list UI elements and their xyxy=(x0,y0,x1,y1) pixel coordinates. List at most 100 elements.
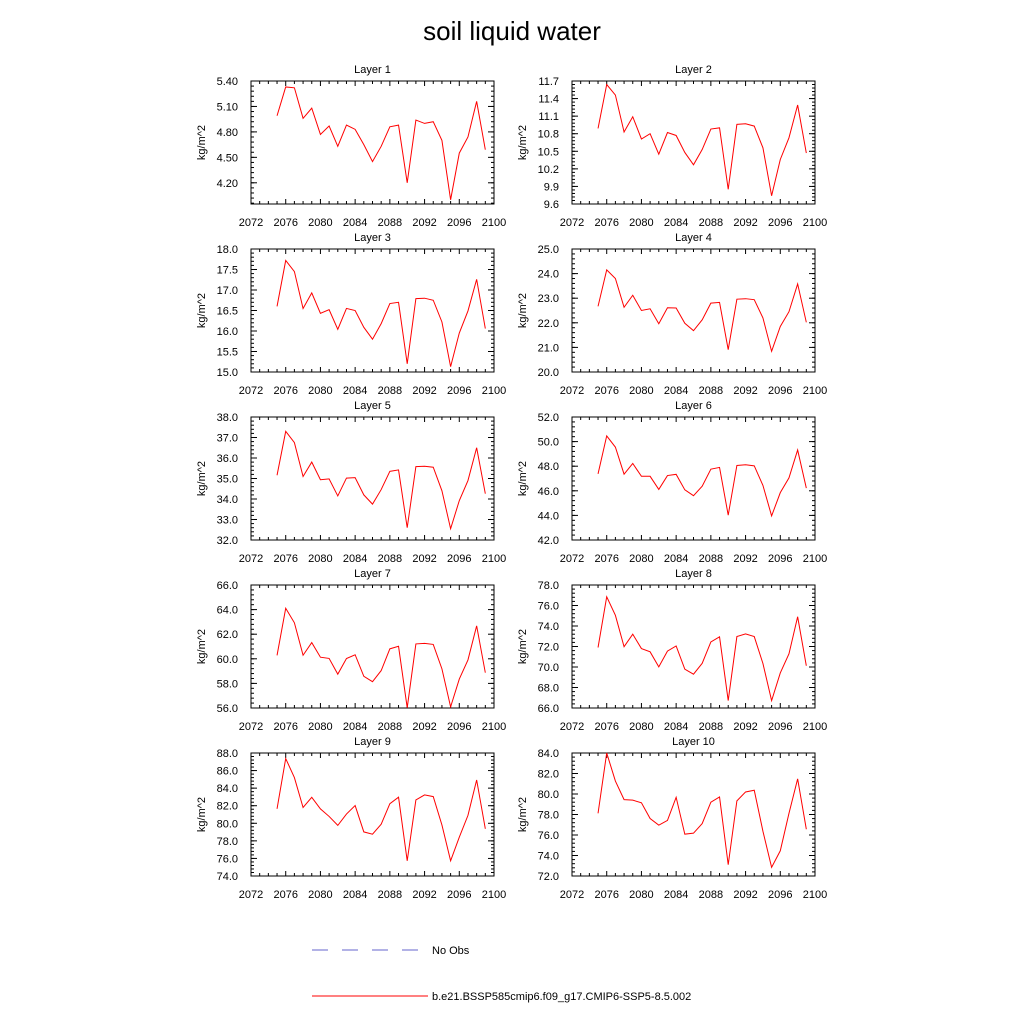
legend-model-label: b.e21.BSSP585cmip6.f09_g17.CMIP6-SSP5-8.… xyxy=(432,991,691,1003)
y-tick-label: 70.0 xyxy=(538,662,559,674)
panel-title: Layer 3 xyxy=(354,232,391,244)
x-tick-label: 2072 xyxy=(560,721,584,733)
panel-title: Layer 1 xyxy=(354,64,391,76)
y-tick-label: 62.0 xyxy=(217,629,238,641)
plot-frame xyxy=(571,752,816,877)
x-tick-label: 2080 xyxy=(629,889,653,901)
x-tick-label: 2084 xyxy=(343,889,367,901)
panel-title: Layer 10 xyxy=(672,736,715,748)
plot-frame xyxy=(250,80,495,205)
x-tick-label: 2100 xyxy=(482,889,506,901)
model-series-line xyxy=(597,595,807,703)
y-tick-label: 80.0 xyxy=(538,789,559,801)
y-tick-label: 38.0 xyxy=(217,412,238,424)
x-tick-label: 2080 xyxy=(308,217,332,229)
x-tick-label: 2076 xyxy=(594,217,618,229)
x-tick-label: 2084 xyxy=(343,217,367,229)
y-axis-label: kg/m^2 xyxy=(196,797,208,832)
y-tick-label: 25.0 xyxy=(538,244,559,256)
plot-frame xyxy=(571,584,816,709)
y-tick-label: 72.0 xyxy=(538,642,559,654)
y-tick-label: 32.0 xyxy=(217,535,238,547)
x-tick-label: 2072 xyxy=(239,217,263,229)
x-tick-label: 2100 xyxy=(482,385,506,397)
y-tick-label: 18.0 xyxy=(217,244,238,256)
x-tick-label: 2072 xyxy=(560,553,584,565)
x-tick-label: 2096 xyxy=(768,889,792,901)
x-tick-label: 2088 xyxy=(378,385,402,397)
x-tick-label: 2092 xyxy=(412,385,436,397)
panel-title: Layer 2 xyxy=(675,64,712,76)
plot-frame xyxy=(571,416,816,541)
plot-frame xyxy=(250,752,495,877)
panel-layer-8: Layer 8 kg/m^2 2072 2076 2080 2084 2088 2092 209… xyxy=(517,568,827,733)
y-tick-label: 36.0 xyxy=(217,453,238,465)
y-tick-label: 17.5 xyxy=(217,265,238,277)
x-tick-label: 2100 xyxy=(482,553,506,565)
model-series-line xyxy=(597,434,807,518)
y-axis-label: kg/m^2 xyxy=(517,461,529,496)
y-tick-label: 76.0 xyxy=(538,830,559,842)
y-tick-label: 52.0 xyxy=(538,412,559,424)
y-tick-label: 16.0 xyxy=(217,326,238,338)
y-tick-label: 66.0 xyxy=(217,580,238,592)
y-tick-label: 60.0 xyxy=(217,654,238,666)
model-series-line xyxy=(597,268,807,354)
x-tick-label: 2088 xyxy=(378,217,402,229)
plot-frame xyxy=(571,80,816,205)
x-tick-label: 2092 xyxy=(412,889,436,901)
x-tick-label: 2092 xyxy=(733,553,757,565)
y-tick-label: 68.0 xyxy=(538,683,559,695)
y-tick-label: 24.0 xyxy=(538,269,559,281)
x-tick-label: 2076 xyxy=(273,217,297,229)
y-tick-label: 78.0 xyxy=(538,810,559,822)
x-tick-label: 2088 xyxy=(378,553,402,565)
x-tick-label: 2088 xyxy=(699,889,723,901)
model-series-line xyxy=(276,606,486,709)
x-tick-label: 2084 xyxy=(664,385,688,397)
x-tick-label: 2080 xyxy=(308,721,332,733)
x-tick-label: 2084 xyxy=(664,889,688,901)
y-tick-label: 76.0 xyxy=(538,601,559,613)
y-tick-label: 58.0 xyxy=(217,678,238,690)
x-tick-label: 2084 xyxy=(664,721,688,733)
model-series-line xyxy=(597,83,807,196)
panel-title: Layer 5 xyxy=(354,400,391,412)
model-series-line xyxy=(276,430,486,531)
x-tick-label: 2096 xyxy=(447,217,471,229)
x-tick-label: 2088 xyxy=(378,889,402,901)
x-tick-label: 2096 xyxy=(768,385,792,397)
y-tick-label: 84.0 xyxy=(217,783,238,795)
y-tick-label: 15.5 xyxy=(217,347,238,359)
x-tick-label: 2084 xyxy=(343,385,367,397)
plot-frame xyxy=(571,248,816,373)
y-axis-label: kg/m^2 xyxy=(196,293,208,328)
legend-obs-label: No Obs xyxy=(432,945,470,957)
y-tick-label: 37.0 xyxy=(217,433,238,445)
x-tick-label: 2092 xyxy=(733,721,757,733)
y-tick-label: 16.5 xyxy=(217,306,238,318)
x-tick-label: 2092 xyxy=(733,217,757,229)
x-tick-label: 2088 xyxy=(699,553,723,565)
y-axis-label: kg/m^2 xyxy=(196,461,208,496)
panel-title: Layer 4 xyxy=(675,232,712,244)
x-tick-label: 2084 xyxy=(664,217,688,229)
x-tick-label: 2088 xyxy=(699,385,723,397)
y-tick-label: 84.0 xyxy=(538,748,559,760)
y-tick-label: 5.10 xyxy=(217,101,238,113)
y-tick-label: 82.0 xyxy=(538,769,559,781)
y-tick-label: 11.4 xyxy=(538,94,559,106)
x-tick-label: 2072 xyxy=(560,889,584,901)
y-tick-label: 4.20 xyxy=(217,178,238,190)
panel-layer-4: Layer 4 kg/m^2 2072 2076 2080 2084 2088 2092 209… xyxy=(517,232,827,397)
x-tick-label: 2096 xyxy=(447,889,471,901)
y-tick-label: 17.0 xyxy=(217,285,238,297)
panel-title: Layer 7 xyxy=(354,568,391,580)
x-tick-label: 2096 xyxy=(768,721,792,733)
x-tick-label: 2080 xyxy=(629,553,653,565)
y-tick-label: 20.0 xyxy=(538,367,559,379)
x-tick-label: 2076 xyxy=(273,889,297,901)
x-tick-label: 2076 xyxy=(273,553,297,565)
x-tick-label: 2080 xyxy=(308,553,332,565)
x-tick-label: 2100 xyxy=(803,217,827,229)
